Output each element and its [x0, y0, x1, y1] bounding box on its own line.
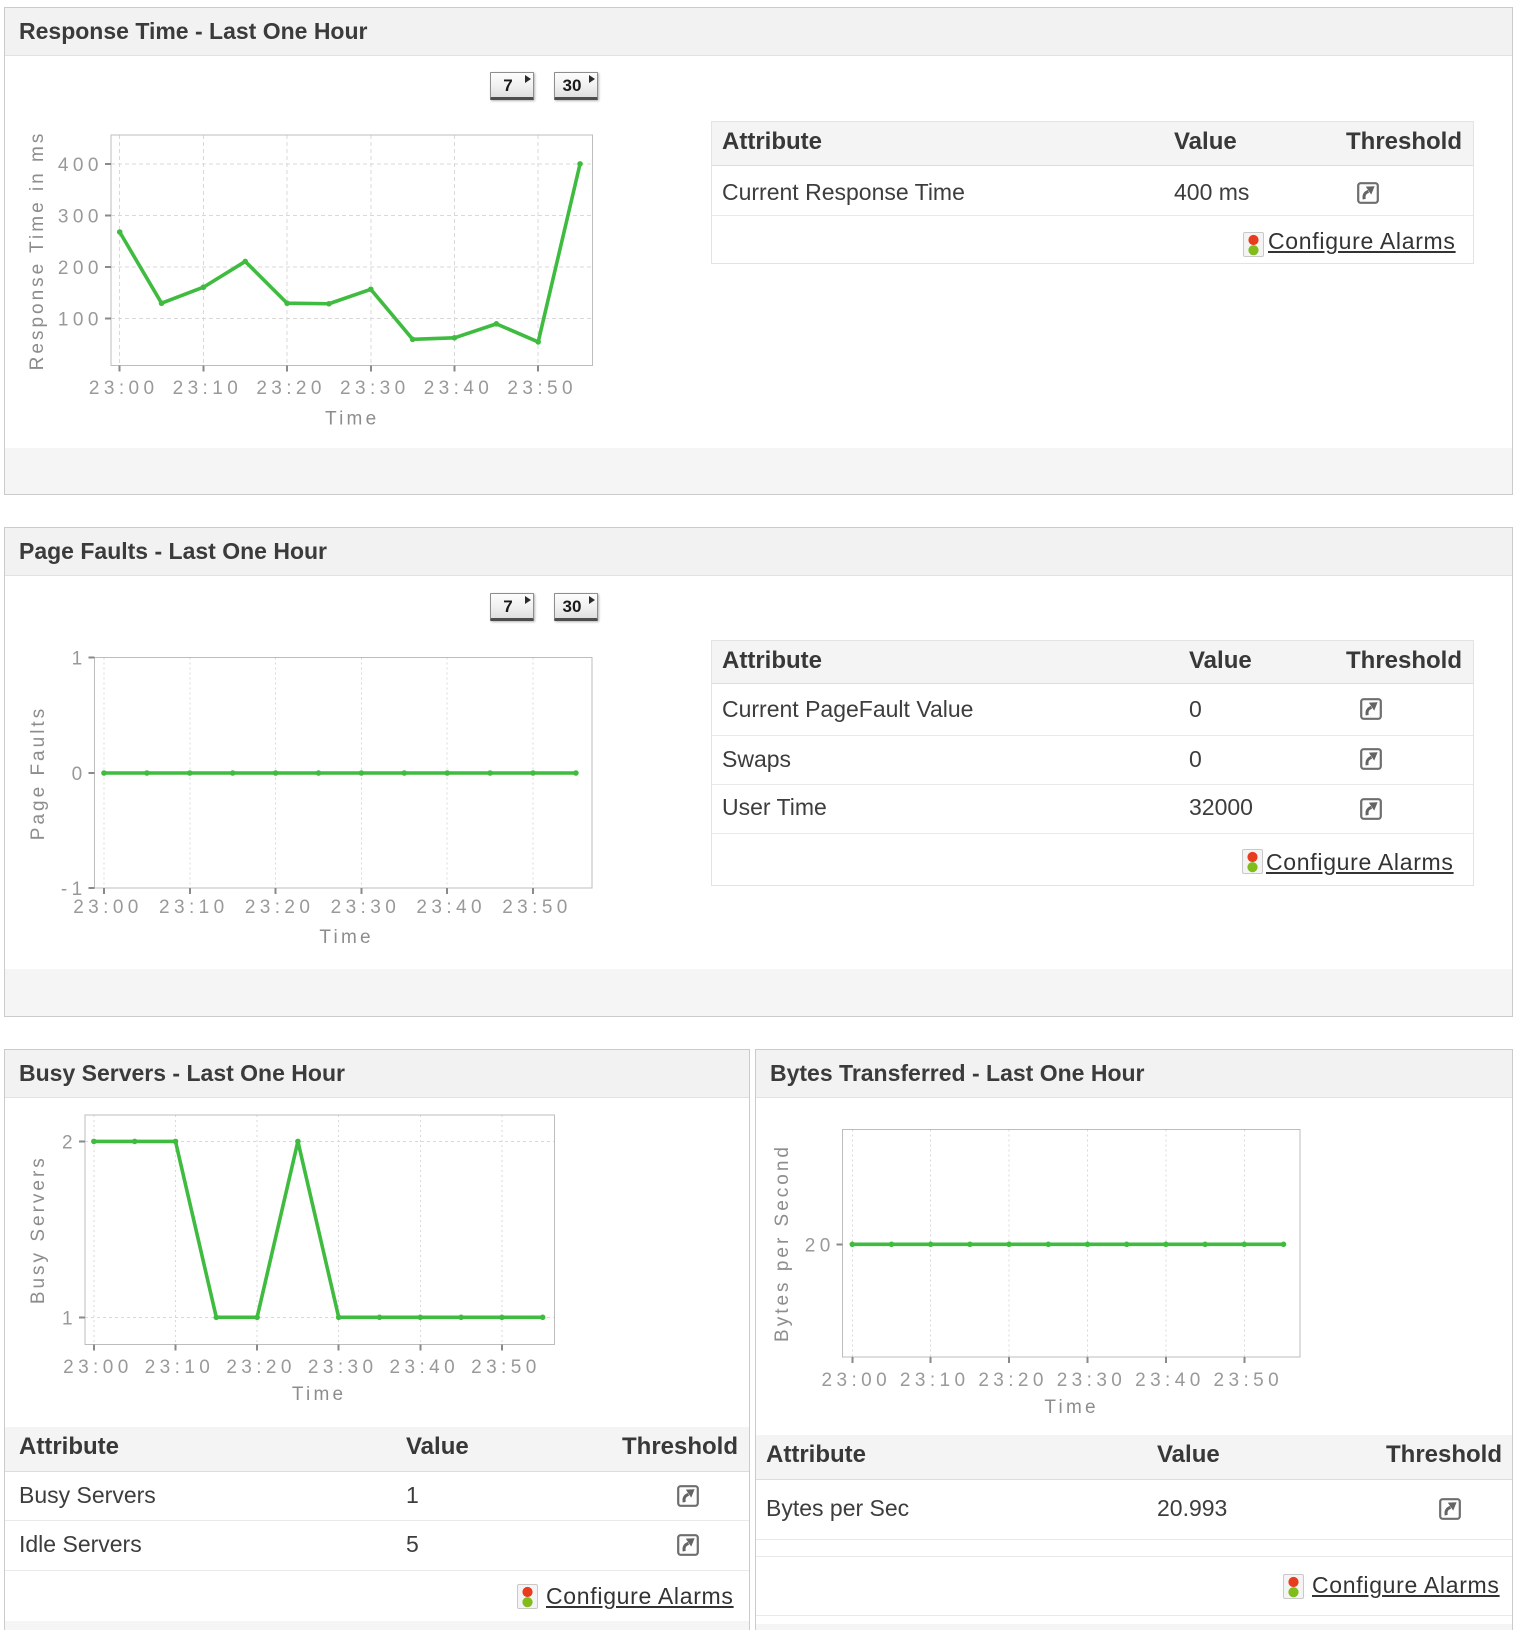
svg-text:Time: Time [1044, 1397, 1098, 1418]
svg-text:-1: -1 [61, 879, 87, 900]
svg-text:Time: Time [319, 927, 373, 948]
svg-text:23:40: 23:40 [390, 1357, 460, 1378]
svg-text:23:40: 23:40 [1135, 1370, 1205, 1391]
svg-text:0: 0 [72, 764, 87, 785]
svg-text:23:40: 23:40 [424, 378, 494, 399]
svg-text:300: 300 [58, 207, 103, 228]
svg-text:Page Faults: Page Faults [28, 706, 49, 840]
svg-text:Busy Servers: Busy Servers [28, 1155, 49, 1304]
svg-text:23:00: 23:00 [89, 378, 159, 399]
svg-text:23:30: 23:30 [1057, 1370, 1127, 1391]
svg-text:Response Time in ms: Response Time in ms [27, 131, 48, 371]
svg-text:20: 20 [805, 1235, 835, 1256]
svg-text:23:10: 23:10 [159, 897, 229, 918]
svg-text:23:10: 23:10 [900, 1370, 970, 1391]
svg-text:23:30: 23:30 [308, 1357, 378, 1378]
svg-text:400: 400 [58, 155, 103, 176]
svg-text:23:00: 23:00 [822, 1370, 892, 1391]
svg-text:23:20: 23:20 [226, 1357, 296, 1378]
svg-text:Time: Time [325, 409, 379, 430]
svg-text:23:40: 23:40 [416, 897, 486, 918]
svg-text:23:30: 23:30 [340, 378, 410, 399]
svg-text:23:50: 23:50 [502, 897, 572, 918]
svg-text:1: 1 [72, 649, 87, 670]
svg-text:23:30: 23:30 [331, 897, 401, 918]
svg-text:23:50: 23:50 [507, 378, 577, 399]
svg-text:23:00: 23:00 [63, 1357, 133, 1378]
svg-text:100: 100 [58, 310, 103, 331]
svg-text:23:10: 23:10 [173, 378, 243, 399]
svg-text:200: 200 [58, 258, 103, 279]
svg-text:23:20: 23:20 [978, 1370, 1048, 1391]
svg-text:2: 2 [62, 1132, 77, 1153]
svg-text:23:50: 23:50 [1214, 1370, 1284, 1391]
svg-text:23:00: 23:00 [73, 897, 143, 918]
svg-text:Bytes per Second: Bytes per Second [772, 1144, 793, 1342]
svg-text:23:20: 23:20 [245, 897, 315, 918]
svg-text:23:50: 23:50 [471, 1357, 541, 1378]
svg-text:Time: Time [292, 1384, 346, 1405]
svg-text:23:10: 23:10 [145, 1357, 215, 1378]
svg-text:23:20: 23:20 [256, 378, 326, 399]
svg-text:1: 1 [62, 1308, 77, 1329]
